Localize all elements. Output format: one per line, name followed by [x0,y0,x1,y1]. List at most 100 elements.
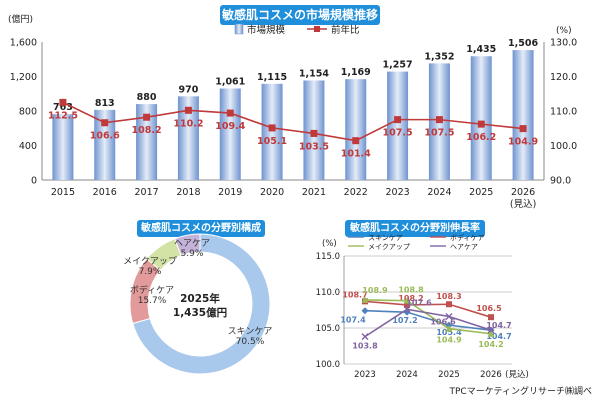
yoy-value-label: 106.2 [466,132,496,143]
y-tick-label: 0 [31,176,37,187]
bar [261,83,283,180]
series-value-label: 104.7 [486,332,511,341]
x-tick-label: 2026 [480,370,502,380]
x-tick-note: (見込) [510,199,536,210]
series-marker [488,314,494,321]
series-value-label: 108.7 [342,290,367,299]
donut-slice [132,233,271,375]
y-tick-label: 105.0 [316,324,340,334]
bar-value-label: 1,257 [383,60,413,71]
yoy-marker [435,116,443,124]
source-note: TPCマーケティングリサーチ㈱調べ [449,387,593,397]
series-value-label: 104.9 [436,336,462,345]
yoy-marker [226,109,234,117]
yoy-value-label: 101.4 [341,149,371,160]
x-tick-label: 2019 [218,187,242,198]
x-tick-label: 2020 [260,187,284,198]
yoy-value-label: 103.5 [299,141,329,152]
series-marker [487,326,495,334]
slice-name-label: ボディケア [130,284,174,296]
series-value-label: 108.8 [398,286,424,295]
donut-center-year: 2025年 [180,292,220,305]
legend-label: ヘアケア [450,243,478,251]
series-value-label: 107.6 [406,298,432,307]
donut-center-total: 1,435億円 [173,306,227,319]
bar-line-combo-chart: 0 400 800 1,200 1,600 90.0 100.0 110.0 120.0 130.… [8,13,577,210]
series-marker [487,326,495,334]
y-tick-label: 1,600 [10,38,37,49]
bar-value-label: 880 [137,92,157,103]
x-tick-label: 2016 [93,187,117,198]
slice-value-label: 15.7% [138,296,167,306]
bar [136,104,158,180]
yoy-value-label: 104.9 [508,137,538,148]
x-tick-label: 2017 [134,187,158,198]
x-tick-label: 2018 [176,187,200,198]
x-tick-label: 2025 [469,187,493,198]
series-marker [487,326,495,334]
series-value-label: 107.4 [340,316,366,325]
x-tick-label: 2024 [396,370,418,380]
bar [345,79,367,180]
y-tick-label: 110.0 [316,288,340,298]
series-value-label: 108.9 [362,286,388,295]
legend-swatch-bar [234,23,244,35]
x-tick-label: 2023 [354,370,376,380]
legend-swatch-marker [314,26,320,32]
x-tick-label: 2015 [51,187,75,198]
series-marker [362,298,368,305]
series-marker [445,312,453,320]
bar-value-label: 970 [178,84,198,95]
series-marker [361,333,369,341]
bar-chart-title: 敏感肌コスメの市場規模推移 [220,5,380,25]
series-marker [403,305,411,313]
y-tick-label: 115.0 [316,252,340,262]
y2-tick-label: 130.0 [550,38,577,49]
bar-value-label: 763 [53,102,73,113]
series-marker [403,305,411,313]
series-value-label: 103.8 [352,342,378,351]
series-marker [361,333,369,341]
series-line [364,309,492,331]
series-line [364,308,492,338]
slice-value-label: 5.9% [181,249,204,259]
bar-value-label: 1,169 [341,67,371,78]
series-value-label: 106.5 [476,304,502,313]
bar-value-label: 1,115 [257,72,287,83]
line-chart-title: 敏感肌コスメの分野別伸長率 [345,220,485,237]
yoy-marker [59,98,67,106]
series-marker [445,325,453,332]
series-marker [361,296,369,303]
yoy-value-label: 110.2 [173,118,203,129]
donut-slice [173,233,201,257]
series-line [364,299,492,335]
series-value-label: 107.2 [392,316,417,325]
yoy-value-label: 107.5 [383,128,413,139]
y-tick-label: 400 [19,141,37,152]
yoy-marker [101,119,109,127]
y2-tick-label: 120.0 [550,72,577,83]
x-tick-label: 2026 [511,187,535,198]
y-axis-unit: (億円) [8,13,33,25]
bar-value-label: 1,154 [299,68,329,79]
series-marker [445,321,453,329]
yoy-line [62,101,524,142]
donut-slice [145,238,182,272]
yoy-marker [519,125,527,133]
x-tick-label: 2021 [302,187,326,198]
bar [52,114,74,180]
bar-value-label: 1,506 [508,38,538,49]
yoy-value-label: 108.2 [132,125,162,136]
series-value-label: 105.4 [436,328,462,337]
yoy-value-label: 109.4 [215,121,245,132]
legend-label: メイクアップ [368,243,410,251]
bar-value-label: 813 [95,98,115,109]
y-tick-label: 100.0 [316,360,340,370]
yoy-marker [394,116,402,124]
bar [94,109,116,180]
y2-tick-label: 110.0 [550,107,577,118]
bar-value-label: 1,435 [466,44,496,55]
series-value-label: 108.3 [436,292,461,301]
y2-tick-label: 90.0 [550,176,571,187]
bar [387,71,409,180]
